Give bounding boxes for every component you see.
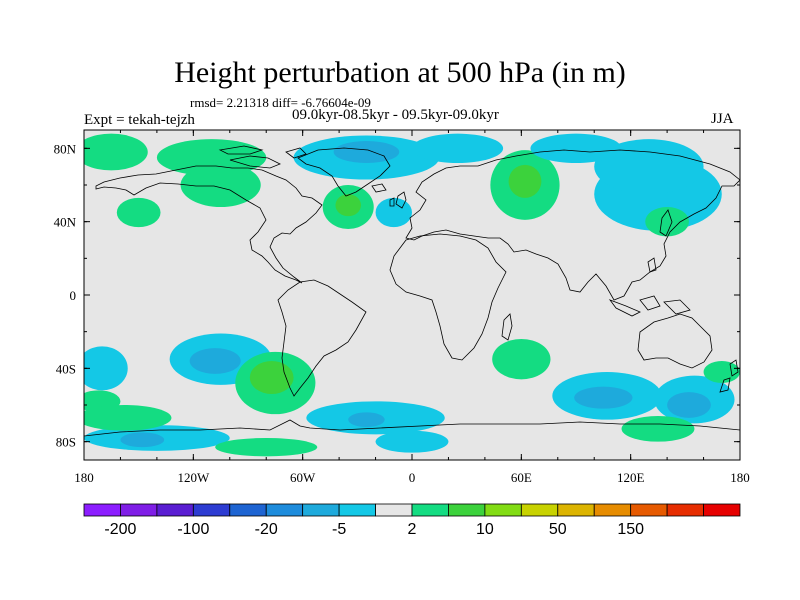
colorbar-swatch: [302, 503, 340, 517]
colorbar-label: 50: [549, 521, 567, 538]
colorbar-swatch: [484, 503, 522, 517]
colorbar-label: 150: [617, 521, 644, 538]
colorbar-swatch: [411, 503, 449, 517]
coastline-british-isles: [389, 191, 407, 209]
field-green-16: [215, 438, 318, 457]
lat-tick-label: 80N: [54, 141, 77, 156]
experiment-label: Expt = tekah-tejzh: [84, 112, 195, 128]
colorbar-label: 2: [408, 521, 417, 538]
coastlines: [84, 145, 740, 437]
field-green-19: [84, 405, 172, 431]
colorbar-swatch: [593, 503, 632, 517]
colorbar-swatch: [120, 503, 158, 517]
map-title: Height perturbation at 500 hPa (in m): [174, 56, 626, 89]
period-label: 09.0kyr-08.5kyr - 09.5kyr-09.0kyr: [292, 107, 499, 123]
colorbar-swatch: [83, 503, 121, 517]
coastline-australia: [637, 313, 713, 369]
colorbar-swatch: [666, 503, 704, 517]
field-cyan-27: [375, 197, 412, 228]
coastline-north-america: [95, 165, 323, 284]
coastline-arctic-islands: [218, 145, 307, 169]
colorbar-swatch: [265, 503, 304, 517]
colorbar-swatch: [703, 503, 741, 517]
lon-tick-label: 60W: [290, 470, 316, 485]
rmsd-diff-stats: rmsd= 2.21318 diff= -6.76604e-09: [190, 95, 371, 110]
colorbar-swatch: [229, 503, 267, 517]
coastline-eurasia: [405, 149, 740, 301]
field-green-29: [84, 133, 148, 171]
field-cyan-13: [375, 430, 449, 453]
field-cyan-35: [530, 133, 622, 163]
coastline-antarctica: [84, 419, 740, 437]
coastline-madagascar: [501, 313, 513, 341]
colorbar-label: -100: [177, 521, 209, 538]
coastline-south-america: [277, 279, 367, 397]
field-green-31: [156, 139, 267, 176]
map-axes: 180 120W 60W 0 60E 120E 180 80N 40N 0 40S 80S: [54, 130, 750, 485]
lon-tick-label: 120W: [177, 470, 210, 485]
season-label: JJA: [711, 111, 734, 127]
lon-tick-label: 0: [409, 470, 416, 485]
field-green-28: [116, 197, 161, 228]
lon-tick-label: 120E: [617, 470, 645, 485]
colorbar-swatch: [520, 503, 559, 517]
field-cyan-34: [412, 133, 504, 163]
field-green-5: [703, 361, 740, 383]
field-cyan-17: [84, 346, 128, 391]
field-lime-10: [249, 361, 294, 394]
field-blue-1: [667, 392, 711, 418]
field-blue-12: [348, 412, 385, 427]
colorbar: -200 -100 -20 -5 2 10 50 150: [83, 503, 741, 538]
field-blue-3: [574, 386, 633, 409]
lon-tick-label: 180: [74, 470, 94, 485]
colorbar-swatch: [557, 503, 595, 517]
field-cyan-23: [594, 139, 704, 195]
field-lime-21: [508, 164, 542, 198]
field-blue-15: [120, 432, 165, 448]
colorbar-swatch: [192, 503, 231, 517]
colorbar-swatch: [448, 503, 486, 517]
lon-tick-label: 180: [730, 470, 750, 485]
perturbation-field: [84, 133, 740, 457]
colorbar-swatch: [338, 503, 376, 517]
colorbar-label: -20: [255, 521, 278, 538]
coastline-iceland: [371, 183, 387, 193]
field-blue-8: [189, 348, 241, 374]
colorbar-swatch: [630, 503, 668, 517]
field-blue-33: [333, 141, 400, 163]
coastline-maritime-asia: [608, 257, 691, 317]
colorbar-label: 10: [476, 521, 494, 538]
colorbar-label: -200: [104, 521, 136, 538]
coastline-greenland: [297, 147, 391, 197]
coastline-japan: [659, 209, 673, 237]
coastline-new-zealand: [719, 359, 739, 393]
lat-tick-label: 40N: [54, 215, 77, 230]
field-lime-26: [335, 194, 361, 217]
lat-tick-label: 80S: [56, 435, 76, 450]
colorbar-label: -5: [332, 521, 346, 538]
colorbar-swatch: [156, 503, 194, 517]
colorbar-swatch: [375, 503, 413, 517]
lat-tick-label: 0: [70, 288, 77, 303]
field-green-4: [621, 416, 695, 442]
coastline-africa: [389, 233, 507, 361]
lat-tick-label: 40S: [56, 361, 76, 376]
field-green-6: [492, 339, 551, 380]
field-green-24: [645, 207, 689, 237]
lon-tick-label: 60E: [511, 470, 532, 485]
